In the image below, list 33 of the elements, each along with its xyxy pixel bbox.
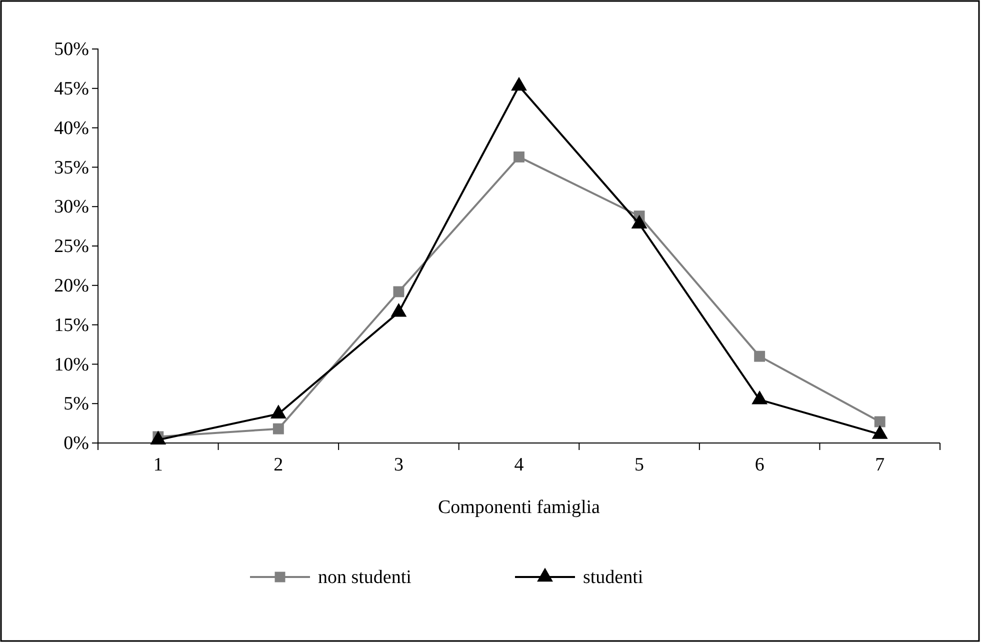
x-tick-label: 2 [274,454,284,476]
y-tick-label: 5% [64,394,90,415]
x-tick-label: 4 [514,454,524,476]
point [390,302,407,317]
x-tick-label: 3 [394,454,404,476]
y-tick-label: 10% [54,354,90,376]
y-tick-label: 45% [54,78,90,100]
point [754,350,766,362]
point [631,214,648,229]
x-tick-label: 6 [754,454,764,476]
y-tick-label: 0% [64,433,90,454]
legend-label: studenti [583,567,644,588]
point [514,151,524,162]
point [752,390,768,404]
point [511,76,527,91]
y-tick-label: 40% [54,118,90,139]
y-tick-label: 15% [54,314,90,336]
x-axis-title: Componenti famiglia [438,497,601,518]
y-tick-label: 50% [54,39,90,60]
point [874,416,886,428]
x-tick-label: 5 [634,454,644,476]
legend-label: non studenti [318,567,412,588]
point [150,430,166,444]
point [270,404,286,418]
y-tick-label: 35% [54,157,90,178]
y-tick-label: 25% [54,236,90,258]
point [872,425,888,439]
x-tick-label: 7 [875,454,885,476]
x-tick-label: 1 [153,454,163,476]
y-tick-label: 20% [54,275,90,296]
point [393,286,404,298]
y-tick-label: 30% [54,196,90,218]
point [272,423,284,434]
